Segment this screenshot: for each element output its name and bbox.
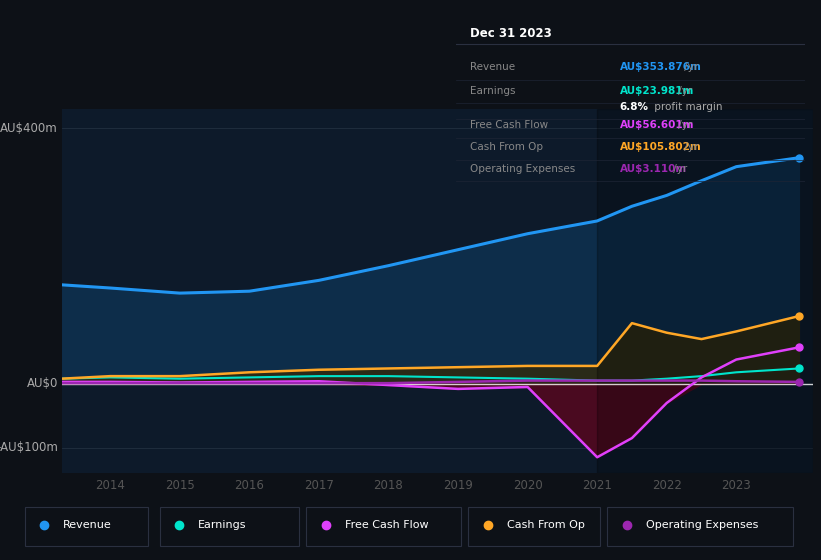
Text: AU$56.601m: AU$56.601m — [620, 120, 694, 130]
Text: AU$105.802m: AU$105.802m — [620, 142, 701, 152]
Text: -AU$100m: -AU$100m — [0, 441, 57, 454]
Text: /yr: /yr — [676, 120, 693, 130]
Text: Revenue: Revenue — [63, 520, 112, 530]
Text: profit margin: profit margin — [651, 102, 722, 111]
Text: Revenue: Revenue — [470, 62, 515, 72]
Text: /yr: /yr — [681, 142, 699, 152]
Text: Earnings: Earnings — [470, 86, 515, 96]
Text: AU$3.110m: AU$3.110m — [620, 164, 687, 174]
Bar — [597, 109, 813, 473]
FancyBboxPatch shape — [468, 507, 599, 546]
Text: Free Cash Flow: Free Cash Flow — [345, 520, 429, 530]
Text: /yr: /yr — [681, 62, 699, 72]
Text: Dec 31 2023: Dec 31 2023 — [470, 27, 552, 40]
FancyBboxPatch shape — [25, 507, 148, 546]
Text: Operating Expenses: Operating Expenses — [646, 520, 759, 530]
Text: AU$400m: AU$400m — [0, 122, 57, 135]
Text: Earnings: Earnings — [199, 520, 247, 530]
Text: AU$353.876m: AU$353.876m — [620, 62, 701, 72]
Text: Operating Expenses: Operating Expenses — [470, 164, 575, 174]
Text: /yr: /yr — [670, 164, 687, 174]
Text: Cash From Op: Cash From Op — [507, 520, 585, 530]
Text: Free Cash Flow: Free Cash Flow — [470, 120, 548, 130]
Text: Cash From Op: Cash From Op — [470, 142, 543, 152]
Text: 6.8%: 6.8% — [620, 102, 649, 111]
Text: AU$0: AU$0 — [26, 377, 57, 390]
FancyBboxPatch shape — [159, 507, 299, 546]
Text: AU$23.981m: AU$23.981m — [620, 86, 694, 96]
Text: /yr: /yr — [676, 86, 693, 96]
FancyBboxPatch shape — [608, 507, 792, 546]
FancyBboxPatch shape — [306, 507, 461, 546]
